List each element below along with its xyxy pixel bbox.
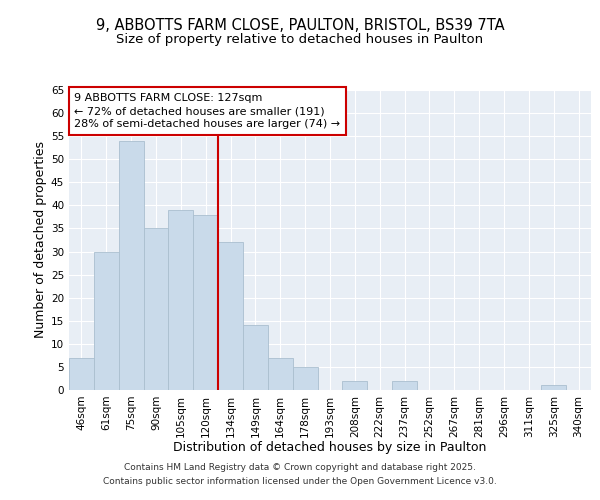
Bar (143, 228, 169, 390)
Bar (69, 358, 94, 390)
Text: 9 ABBOTTS FARM CLOSE: 127sqm
← 72% of detached houses are smaller (191)
28% of s: 9 ABBOTTS FARM CLOSE: 127sqm ← 72% of de… (74, 93, 340, 130)
Y-axis label: Number of detached properties: Number of detached properties (34, 142, 47, 338)
Text: Size of property relative to detached houses in Paulton: Size of property relative to detached ho… (116, 32, 484, 46)
Bar (392, 381, 417, 390)
Bar (119, 141, 143, 390)
Bar (193, 214, 218, 390)
Bar (268, 358, 293, 390)
Text: Contains HM Land Registry data © Crown copyright and database right 2025.: Contains HM Land Registry data © Crown c… (124, 464, 476, 472)
X-axis label: Distribution of detached houses by size in Paulton: Distribution of detached houses by size … (173, 441, 487, 454)
Bar (541, 386, 566, 390)
Text: Contains public sector information licensed under the Open Government Licence v3: Contains public sector information licen… (103, 477, 497, 486)
Text: 9, ABBOTTS FARM CLOSE, PAULTON, BRISTOL, BS39 7TA: 9, ABBOTTS FARM CLOSE, PAULTON, BRISTOL,… (95, 18, 505, 32)
Bar (169, 210, 193, 390)
Bar (218, 242, 243, 390)
Bar (243, 326, 268, 390)
Bar (343, 381, 367, 390)
Bar (293, 367, 317, 390)
Bar (94, 252, 119, 390)
